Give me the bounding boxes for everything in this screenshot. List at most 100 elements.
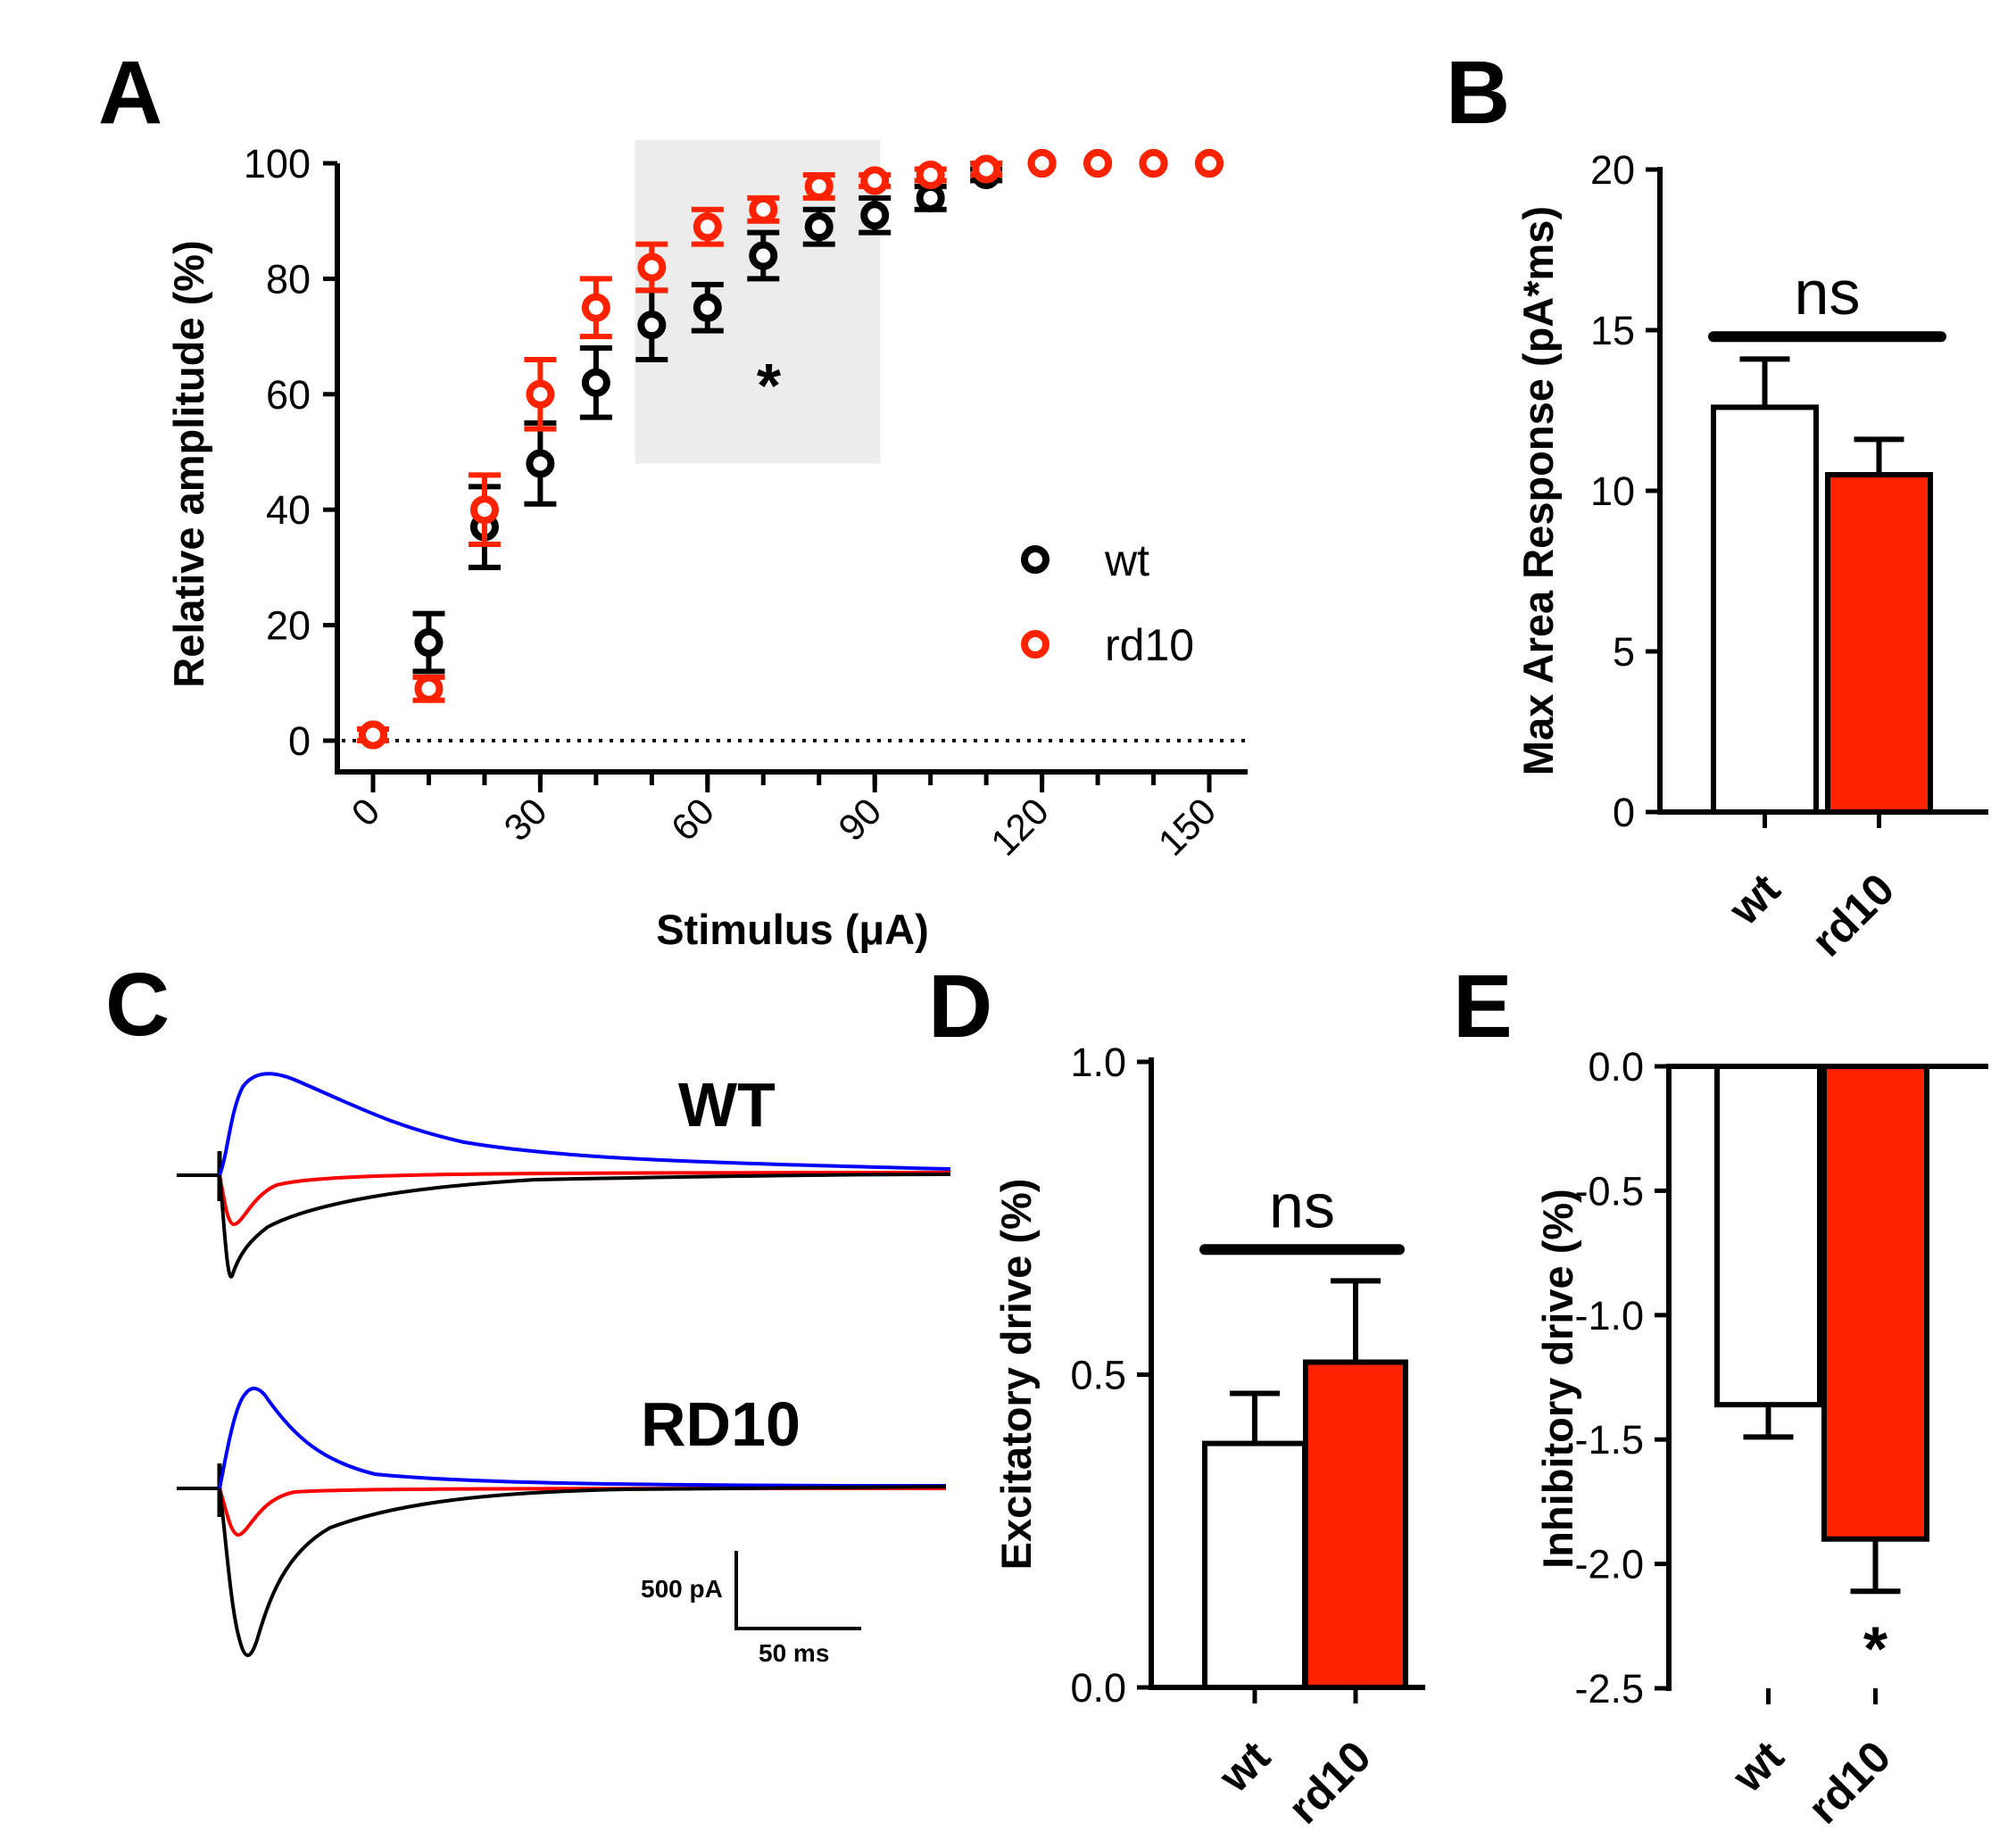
a-y-tick-label: 80 <box>266 256 311 302</box>
panel-a-y-label: Relative amplitude (%) <box>165 240 212 687</box>
y-tick-label: -0.5 <box>1574 1168 1644 1214</box>
a-point-rd10 <box>469 495 499 525</box>
y-tick-label: -1.5 <box>1574 1417 1644 1463</box>
a-point-wt <box>693 293 722 322</box>
panel-b: B 0 5 10 15 20 wt rd10 ns Max Area Response (… <box>1446 43 1988 966</box>
panel-e-y-ticks: 0.0 -0.5 -1.0 -1.5 -2.0 -2.5 <box>1574 1044 1669 1712</box>
a-point-rd10 <box>1027 149 1057 178</box>
bar-wt <box>1714 1064 1822 1408</box>
panel-a: A 0 20 40 60 80 100 0 30 60 90 120 150 * wt rd10 R… <box>98 43 1248 953</box>
a-point-rd10 <box>359 720 387 750</box>
x-tick-label-wt: wt <box>1722 1731 1794 1803</box>
a-point-wt <box>804 212 834 242</box>
bar-wt <box>1202 1440 1307 1690</box>
x-tick-label-rd10: rd10 <box>1278 1731 1380 1833</box>
legend-wt-marker <box>1021 545 1049 574</box>
a-point-rd10 <box>1083 149 1113 178</box>
panel-d-significance: ns <box>1269 1171 1335 1240</box>
a-point-rd10 <box>1139 149 1168 178</box>
a-x-tick-label: 90 <box>830 790 889 849</box>
a-point-wt <box>581 368 610 397</box>
a-point-rd10 <box>581 293 610 322</box>
a-point-rd10 <box>972 154 1001 184</box>
a-y-tick-label: 60 <box>266 372 311 418</box>
a-point-rd10 <box>693 212 722 242</box>
wt-trace-black <box>218 1173 951 1279</box>
a-y-tick-label: 0 <box>288 718 311 764</box>
legend-rd10-marker <box>1021 630 1049 659</box>
trace-label-rd10: RD10 <box>641 1389 801 1459</box>
panel-b-y-ticks: 0 5 10 15 20 <box>1590 147 1660 835</box>
bar-rd10 <box>1303 1359 1408 1690</box>
y-tick-label: 0 <box>1613 790 1635 835</box>
a-point-rd10 <box>414 674 444 703</box>
a-y-tick-label: 40 <box>266 487 311 533</box>
panel-a-series-rd10 <box>357 149 1224 750</box>
y-tick-label: -2.5 <box>1574 1666 1644 1712</box>
bar-rd10 <box>1825 472 1933 815</box>
panel-d-y-ticks: 0.0 0.5 1.0 <box>1070 1040 1151 1711</box>
a-point-wt <box>637 311 667 340</box>
legend-wt-label: wt <box>1104 535 1149 585</box>
a-point-rd10 <box>749 195 778 224</box>
a-point-wt <box>916 183 945 212</box>
y-tick-label: 15 <box>1590 308 1635 353</box>
a-x-tick-label: 30 <box>495 790 554 849</box>
a-point-wt <box>414 628 444 658</box>
y-tick-label: 0.5 <box>1070 1353 1126 1398</box>
a-point-wt <box>749 241 778 270</box>
panel-a-x-ticks: 0 30 60 90 120 150 <box>344 772 1224 864</box>
panel-e-label: E <box>1453 957 1513 1057</box>
x-tick-label-wt: wt <box>1719 864 1790 935</box>
panel-d-label: D <box>928 957 992 1057</box>
y-tick-label: 1.0 <box>1070 1040 1126 1085</box>
x-tick-label-wt: wt <box>1208 1731 1280 1803</box>
a-point-wt <box>526 449 555 478</box>
a-point-rd10 <box>804 171 834 201</box>
a-point-wt <box>860 201 890 230</box>
panel-b-significance: ns <box>1795 258 1861 327</box>
scale-bar-y-label: 500 pA <box>641 1575 723 1603</box>
legend-rd10-label: rd10 <box>1105 620 1194 670</box>
panel-b-y-label: Max Area Response (pA*ms) <box>1514 206 1562 775</box>
scale-bar-x-label: 50 ms <box>759 1639 829 1667</box>
a-point-rd10 <box>637 253 667 282</box>
panel-d-y-label: Excitatory drive (%) <box>992 1179 1040 1571</box>
panel-e-bars: wt rd10 <box>1714 1064 1929 1833</box>
a-x-tick-label: 120 <box>983 790 1057 864</box>
panel-a-x-label: Stimulus (μA) <box>656 906 929 953</box>
panel-e-significance: * <box>1863 1613 1888 1683</box>
panel-e: E 0.0 -0.5 -1.0 -1.5 -2.0 -2.5 wt rd10 * Inhib… <box>1453 957 1988 1833</box>
y-tick-label: 0.0 <box>1070 1665 1126 1711</box>
rd10-trace-black <box>218 1485 947 1657</box>
panel-b-bars: wt rd10 <box>1708 331 1946 966</box>
panel-a-y-ticks: 0 20 40 60 80 100 <box>244 141 337 764</box>
y-tick-label: 0.0 <box>1588 1044 1644 1090</box>
a-x-tick-label: 0 <box>344 790 388 834</box>
wt-trace-red <box>218 1171 951 1227</box>
panel-a-shaded-region <box>635 140 881 464</box>
panel-b-label: B <box>1446 43 1510 143</box>
panel-a-legend: wt rd10 <box>1021 535 1194 670</box>
x-tick-label-rd10: rd10 <box>1798 1731 1900 1833</box>
a-x-tick-label: 60 <box>663 790 722 849</box>
scale-bar: 500 pA 50 ms <box>641 1551 861 1667</box>
panel-c-label: C <box>105 955 170 1055</box>
a-point-rd10 <box>860 166 890 195</box>
y-tick-label: -1.0 <box>1574 1293 1644 1339</box>
trace-label-wt: WT <box>678 1070 776 1140</box>
panel-e-y-label: Inhibitory drive (%) <box>1534 1189 1581 1569</box>
wt-trace-blue <box>218 1072 951 1176</box>
scale-bar-lines <box>734 1551 861 1630</box>
panel-a-label: A <box>98 43 162 143</box>
x-tick-label-rd10: rd10 <box>1802 864 1904 966</box>
a-point-rd10 <box>1195 149 1224 178</box>
a-y-tick-label: 20 <box>266 603 311 649</box>
y-tick-label: 10 <box>1590 468 1635 514</box>
y-tick-label: 5 <box>1613 629 1635 675</box>
y-tick-label: -2.0 <box>1574 1542 1644 1587</box>
a-point-rd10 <box>526 379 555 409</box>
a-point-rd10 <box>916 160 945 189</box>
panel-c: C WT RD10 500 pA 50 ms <box>105 955 951 1667</box>
